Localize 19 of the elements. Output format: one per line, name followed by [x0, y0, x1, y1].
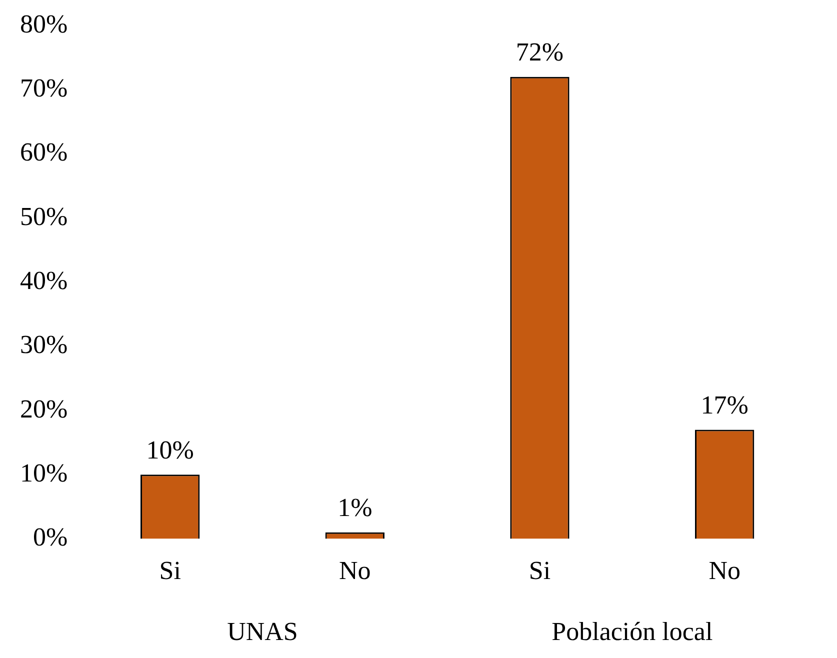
x-tick-label: Si	[528, 556, 551, 586]
y-tick-label: 10%	[20, 458, 68, 488]
x-tick-label: No	[708, 556, 740, 586]
y-tick-label: 80%	[20, 9, 68, 38]
y-tick-label: 60%	[20, 138, 68, 167]
y-tick-label: 20%	[20, 394, 68, 424]
data-label: 72%	[516, 38, 564, 67]
data-label: 17%	[700, 390, 748, 420]
data-label: 1%	[338, 493, 372, 522]
y-tick-label: 0%	[32, 522, 68, 552]
y-tick-label: 70%	[20, 74, 68, 103]
y-tick-label: 40%	[20, 266, 68, 296]
text: UNAS	[227, 616, 298, 646]
x-tick-label: No	[339, 556, 371, 586]
y-tick-label: 30%	[20, 330, 68, 360]
text: Población local	[552, 616, 713, 646]
x-tick-label: Si	[159, 556, 181, 586]
y-tick-label: 50%	[20, 202, 68, 231]
data-label: 10%	[146, 435, 194, 464]
